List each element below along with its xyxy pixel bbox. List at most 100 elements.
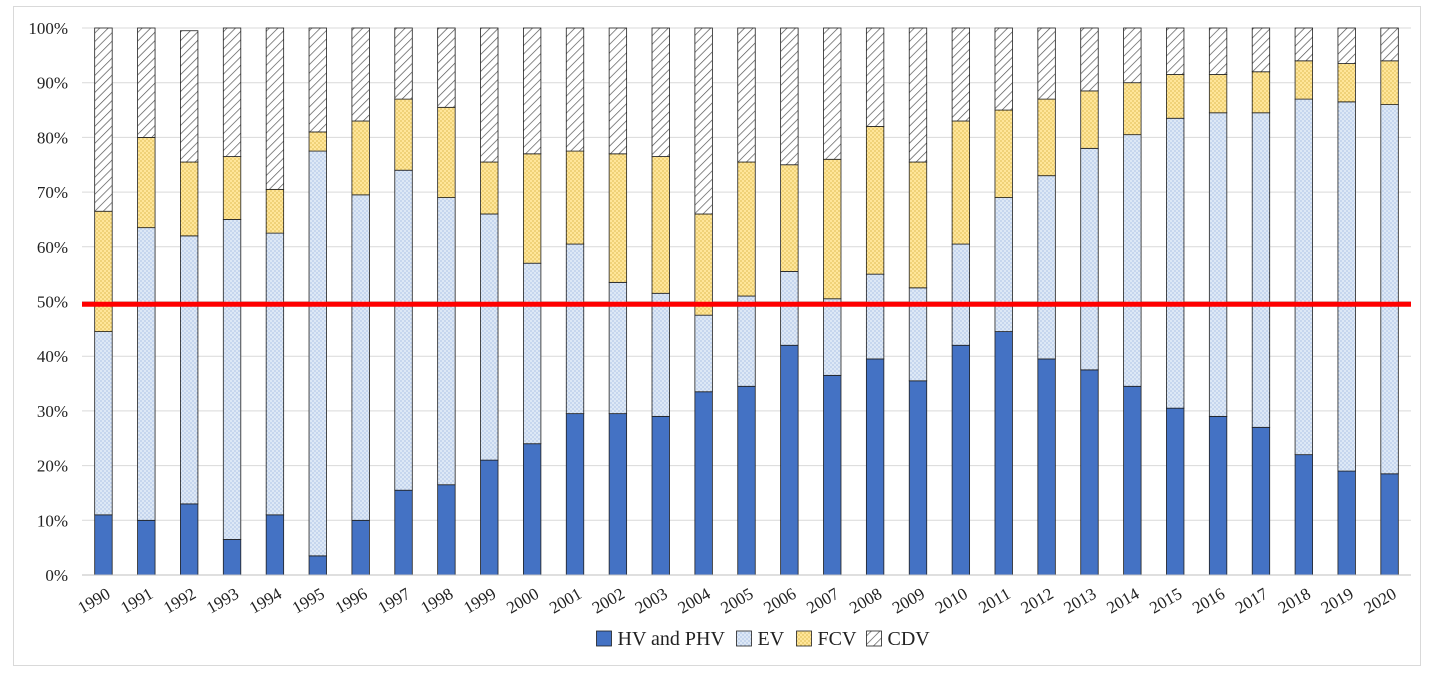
x-tick-label: 2008 [846,584,885,617]
bar-cdv-2012 [1037,27,1056,100]
x-tick-label: 1996 [332,584,371,617]
bar-fcv-1993 [222,156,242,220]
x-tick-label: 2000 [503,584,542,617]
y-tick-label: 100% [28,19,68,38]
x-tick-label: 2019 [1318,584,1357,617]
bar-fcv-1994 [265,188,285,234]
bar-fcv-2002 [608,153,628,283]
x-tick-label: 1991 [117,584,156,617]
bar-hv-and-phv-1995 [308,555,327,576]
bar-cdv-2004 [694,27,713,215]
bar-cdv-1991 [137,27,156,138]
bar-cdv-2010 [951,27,971,122]
bar-fcv-2006 [780,164,799,272]
x-axis: 1990 1991 1992 1993 1994 1995 1996 1997 1998 1999… [74,584,1399,618]
bar-hv-and-phv-2003 [651,415,670,576]
bar-ev-1993 [222,219,242,540]
bar-cdv-2013 [1080,27,1099,92]
x-tick-label: 2011 [975,584,1013,617]
bar-hv-and-phv-1990 [94,514,113,576]
bar-hv-and-phv-2014 [1123,385,1142,576]
bar-hv-and-phv-2008 [865,358,885,576]
y-tick-label: 80% [37,128,68,147]
bar-ev-2005 [737,295,756,387]
bar-cdv-2019 [1337,27,1356,64]
legend-swatch-hv-and-phv [596,630,612,647]
legend-label-ev: EV [758,628,785,650]
x-tick-label: 1993 [203,584,242,617]
bar-ev-2004 [694,314,713,393]
x-tick-label: 2017 [1232,584,1271,618]
y-tick-label: 20% [37,457,68,476]
bar-ev-1995 [308,150,327,557]
bar-fcv-2010 [951,120,971,245]
bar-cdv-1992 [180,30,199,163]
y-tick-label: 60% [37,238,68,257]
bar-fcv-2017 [1251,71,1271,114]
bar-hv-and-phv-2002 [608,413,628,576]
bar-fcv-2003 [651,156,670,294]
bar-fcv-2019 [1337,63,1356,103]
bar-ev-2020 [1380,104,1399,475]
y-tick-label: 30% [37,402,68,421]
bar-ev-2007 [823,298,842,376]
bar-ev-2000 [522,262,542,445]
bar-hv-and-phv-2000 [522,443,542,576]
bar-fcv-1999 [480,161,499,215]
bar-ev-2017 [1251,112,1271,428]
bar-hv-and-phv-2011 [994,331,1013,576]
x-tick-label: 2006 [760,584,799,617]
bar-fcv-2000 [522,153,542,264]
bar-cdv-2007 [823,27,842,160]
bar-cdv-2018 [1294,27,1313,62]
bar-hv-and-phv-2007 [823,374,842,576]
bar-fcv-2018 [1294,60,1313,100]
bar-ev-1990 [94,331,113,516]
legend: HV and PHV EV FCV CDV [596,628,930,650]
bar-hv-and-phv-2010 [951,344,971,576]
bar-ev-2010 [951,243,971,346]
bar-cdv-2002 [608,27,628,155]
bar-hv-and-phv-1998 [437,484,456,576]
x-tick-label: 2004 [675,584,714,618]
bar-ev-2013 [1080,147,1099,371]
x-tick-label: 1998 [417,584,456,617]
x-tick-label: 2014 [1103,584,1142,618]
bar-fcv-2005 [737,161,756,297]
x-tick-label: 2012 [1018,584,1057,617]
bar-fcv-2020 [1380,60,1399,105]
bar-fcv-1997 [394,98,413,171]
x-tick-label: 2003 [632,584,671,617]
bar-hv-and-phv-2004 [694,391,713,576]
bars [94,27,1399,576]
bar-cdv-2003 [651,27,670,157]
bar-hv-and-phv-1992 [180,503,199,576]
y-axis: 0% 10% 20% 30% 40% 50% 60% 70% 80% 90% 100% [28,19,1411,585]
x-tick-label: 2009 [889,584,928,617]
bar-cdv-1990 [94,27,113,212]
legend-swatch-cdv [866,630,882,647]
bar-fcv-1996 [351,120,370,196]
y-tick-label: 0% [45,566,68,585]
legend-swatch-ev [736,630,752,647]
bar-hv-and-phv-1994 [265,514,285,576]
bar-cdv-1997 [394,27,413,100]
x-tick-label: 2007 [803,584,842,618]
bar-cdv-1996 [351,27,370,122]
bar-ev-2015 [1166,117,1185,409]
bar-ev-1998 [437,197,456,486]
bar-cdv-2014 [1123,27,1142,84]
y-tick-label: 40% [37,347,68,366]
bar-hv-and-phv-2001 [565,413,585,576]
bar-cdv-2011 [994,27,1013,111]
bar-ev-1992 [180,235,199,505]
bar-fcv-1991 [137,136,156,229]
bar-ev-2019 [1337,101,1356,472]
bar-hv-and-phv-2019 [1337,470,1356,576]
bar-fcv-2014 [1123,82,1142,136]
x-tick-label: 2015 [1146,584,1185,617]
bar-cdv-1999 [480,27,499,163]
x-tick-label: 2013 [1061,584,1100,617]
bar-cdv-1993 [222,27,242,157]
